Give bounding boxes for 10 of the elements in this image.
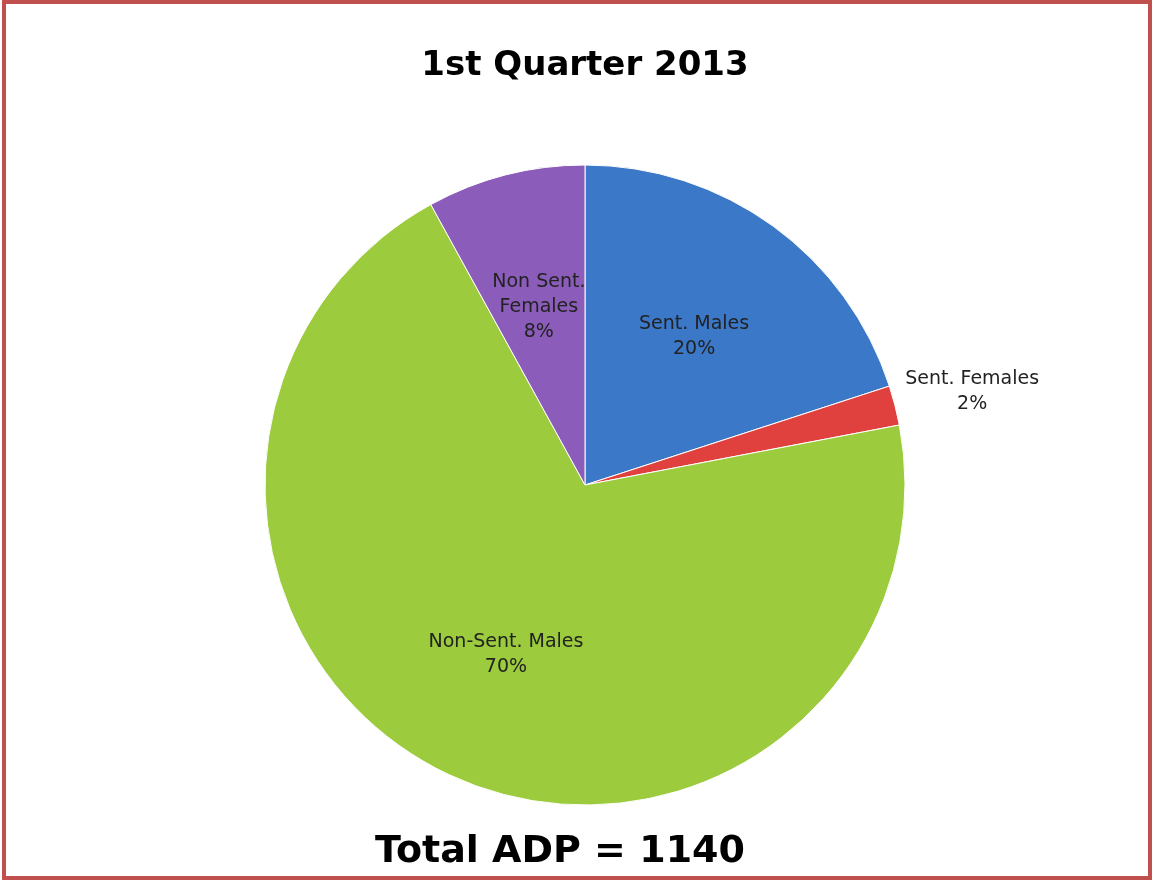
- chart-title: 1st Quarter 2013: [421, 43, 749, 83]
- slice-label: Non Sent. Females: [492, 269, 586, 317]
- text: Total ADP = 1140: [375, 827, 745, 871]
- data-label: 2%: [957, 390, 988, 413]
- slice-label: Sent. Females: [905, 365, 1040, 388]
- data-label: 8%: [523, 319, 554, 342]
- data-label: 70%: [484, 653, 528, 676]
- slice-label: Non-Sent. Males: [428, 628, 584, 651]
- data-label: 20%: [672, 335, 716, 358]
- slice-label: Sent. Males: [638, 310, 750, 333]
